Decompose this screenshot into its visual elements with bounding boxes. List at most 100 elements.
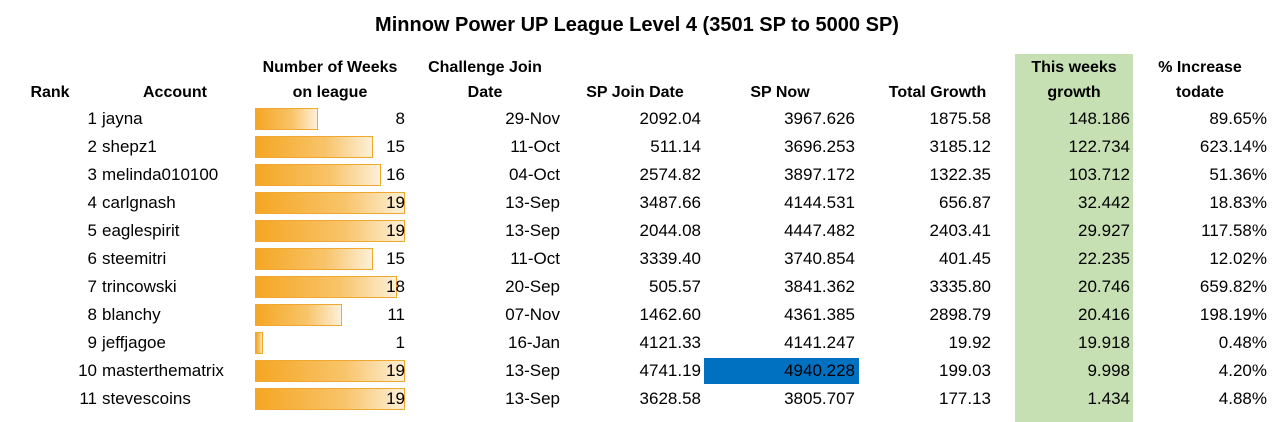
- pct-increase-cell: 623.14%: [1199, 137, 1267, 156]
- header-challenge-date: Challenge Join Date: [415, 55, 555, 105]
- table-row: 9 jeffjagoe 1 16-Jan 4121.33 4141.247 19.92 19.…: [0, 329, 1274, 357]
- pct-increase-cell: 89.65%: [1209, 109, 1267, 128]
- weeks-cell: 19: [386, 221, 405, 240]
- sp-now-cell: 3740.854: [784, 249, 855, 268]
- this-week-column-highlight: [1015, 54, 1133, 422]
- total-growth-cell: 1322.35: [929, 165, 991, 184]
- pct-increase-cell: 4.20%: [1218, 361, 1267, 380]
- weeks-data-bar: [255, 248, 373, 270]
- weeks-cell: 19: [386, 361, 405, 380]
- total-growth-cell: 1875.58: [929, 109, 991, 128]
- week-growth-cell: 22.235: [1078, 249, 1130, 268]
- sp-join-cell: 1462.60: [639, 305, 701, 324]
- total-growth-cell: 3185.12: [929, 137, 991, 156]
- sp-now-cell: 3696.253: [784, 137, 855, 156]
- rank-cell: 10: [78, 361, 97, 380]
- rank-cell: 7: [87, 277, 97, 296]
- sp-now-cell: 3841.362: [784, 277, 855, 296]
- challenge-date-cell: 29-Nov: [505, 109, 560, 128]
- table-row: 1 jayna 8 29-Nov 2092.04 3967.626 1875.58 148.1…: [0, 105, 1274, 133]
- header-challenge-line2: Date: [467, 84, 503, 101]
- table-row: 6 steemitri 15 11-Oct 3339.40 3740.854 401.45 2…: [0, 245, 1274, 273]
- account-cell: masterthematrix: [102, 361, 224, 380]
- header-rank: Rank: [30, 84, 70, 101]
- rank-cell: 11: [79, 389, 97, 408]
- sp-join-cell: 3628.58: [639, 389, 701, 408]
- header-total-growth: Total Growth: [888, 84, 987, 101]
- weeks-data-bar: [255, 360, 405, 382]
- table-row: 8 blanchy 11 07-Nov 1462.60 4361.385 2898.79 20…: [0, 301, 1274, 329]
- rank-cell: 2: [87, 137, 97, 156]
- total-growth-cell: 19.92: [948, 333, 991, 352]
- total-growth-cell: 2403.41: [929, 221, 991, 240]
- sp-now-cell: 4940.228: [704, 358, 859, 384]
- weeks-data-bar: [255, 220, 405, 242]
- weeks-cell: 1: [395, 333, 405, 352]
- pct-increase-cell: 18.83%: [1209, 193, 1267, 212]
- account-cell: jeffjagoe: [102, 333, 166, 352]
- header-weeks-line2: on league: [292, 84, 368, 101]
- header-account: Account: [143, 84, 207, 101]
- account-cell: stevescoins: [102, 389, 191, 408]
- weeks-cell: 19: [386, 193, 405, 212]
- account-cell: shepz1: [102, 137, 157, 156]
- rank-cell: 6: [87, 249, 97, 268]
- header-sp-now: SP Now: [750, 84, 810, 101]
- week-growth-cell: 148.186: [1068, 109, 1130, 128]
- weeks-data-bar: [255, 304, 342, 326]
- sp-join-cell: 4741.19: [639, 361, 701, 380]
- pct-increase-cell: 117.58%: [1201, 221, 1267, 240]
- challenge-date-cell: 13-Sep: [505, 389, 560, 408]
- weeks-cell: 16: [386, 165, 405, 184]
- pct-increase-cell: 659.82%: [1199, 277, 1267, 296]
- week-growth-cell: 32.442: [1078, 193, 1130, 212]
- pct-increase-cell: 51.36%: [1209, 165, 1267, 184]
- week-growth-cell: 122.734: [1068, 137, 1130, 156]
- week-growth-cell: 103.712: [1068, 165, 1130, 184]
- table-row: 3 melinda010100 16 04-Oct 2574.82 3897.172 132…: [0, 161, 1274, 189]
- weeks-cell: 18: [386, 277, 405, 296]
- pct-increase-cell: 12.02%: [1209, 249, 1267, 268]
- challenge-date-cell: 07-Nov: [505, 305, 560, 324]
- weeks-cell: 11: [387, 305, 405, 324]
- challenge-date-cell: 04-Oct: [508, 165, 560, 184]
- sp-join-cell: 2574.82: [639, 165, 701, 184]
- weeks-data-bar: [255, 332, 263, 354]
- table-row: 10 masterthematrix 19 13-Sep 4741.19 4940.228…: [0, 357, 1274, 385]
- week-growth-cell: 20.746: [1078, 277, 1130, 296]
- challenge-date-cell: 11-Oct: [510, 137, 560, 156]
- rank-cell: 9: [87, 333, 97, 352]
- sp-now-cell: 3805.707: [784, 389, 855, 408]
- weeks-data-bar: [255, 108, 318, 130]
- total-growth-cell: 199.03: [939, 361, 991, 380]
- pct-increase-cell: 4.88%: [1218, 389, 1267, 408]
- week-growth-cell: 19.918: [1078, 333, 1130, 352]
- account-cell: carlgnash: [102, 193, 176, 212]
- weeks-cell: 8: [395, 109, 405, 128]
- total-growth-cell: 401.45: [939, 249, 991, 268]
- header-week-line1: This weeks: [1031, 59, 1117, 76]
- sp-join-cell: 511.14: [650, 137, 701, 156]
- week-growth-cell: 20.416: [1078, 305, 1130, 324]
- weeks-data-bar: [255, 192, 405, 214]
- sp-join-cell: 505.57: [649, 277, 701, 296]
- sp-join-cell: 3339.40: [639, 249, 701, 268]
- sp-join-cell: 2092.04: [639, 109, 701, 128]
- rank-cell: 8: [87, 305, 97, 324]
- weeks-data-bar: [255, 276, 397, 298]
- account-cell: steemitri: [102, 249, 167, 268]
- weeks-data-bar: [255, 136, 373, 158]
- challenge-date-cell: 13-Sep: [505, 361, 560, 380]
- weeks-data-bar: [255, 388, 405, 410]
- account-cell: eaglespirit: [102, 221, 180, 240]
- challenge-date-cell: 13-Sep: [505, 193, 560, 212]
- pct-increase-cell: 0.48%: [1218, 333, 1267, 352]
- sp-now-cell: 4447.482: [784, 221, 855, 240]
- challenge-date-cell: 11-Oct: [510, 249, 560, 268]
- header-week-line2: growth: [1047, 84, 1101, 101]
- table-row: 11 stevescoins 19 13-Sep 3628.58 3805.707 177.…: [0, 385, 1274, 413]
- header-weeks: Number of Weeks on league: [245, 55, 415, 105]
- total-growth-cell: 2898.79: [929, 305, 991, 324]
- header-pct-line2: todate: [1176, 84, 1224, 101]
- weeks-cell: 15: [386, 249, 405, 268]
